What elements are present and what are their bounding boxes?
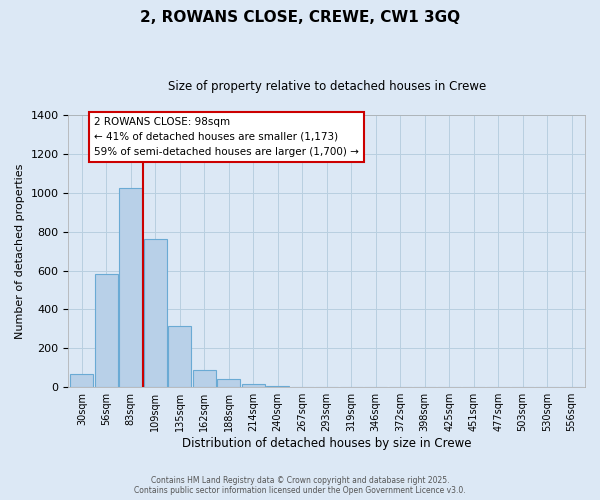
Bar (119, 188, 142, 387)
Text: Contains HM Land Registry data © Crown copyright and database right 2025.
Contai: Contains HM Land Registry data © Crown c… (134, 476, 466, 495)
Bar (143, 240, 167, 387)
Bar (242, 384, 265, 387)
Bar (193, 370, 216, 387)
Text: 2, ROWANS CLOSE, CREWE, CW1 3GQ: 2, ROWANS CLOSE, CREWE, CW1 3GQ (140, 10, 460, 25)
Y-axis label: Number of detached properties: Number of detached properties (15, 164, 25, 339)
Bar (217, 380, 241, 387)
X-axis label: Distribution of detached houses by size in Crewe: Distribution of detached houses by size … (182, 437, 472, 450)
Bar (266, 386, 289, 387)
Title: Size of property relative to detached houses in Crewe: Size of property relative to detached ho… (167, 80, 486, 93)
Bar (168, 326, 191, 387)
Bar (95, 274, 118, 387)
Bar (70, 374, 94, 387)
Text: 2 ROWANS CLOSE: 98sqm
← 41% of detached houses are smaller (1,173)
59% of semi-d: 2 ROWANS CLOSE: 98sqm ← 41% of detached … (94, 117, 359, 156)
